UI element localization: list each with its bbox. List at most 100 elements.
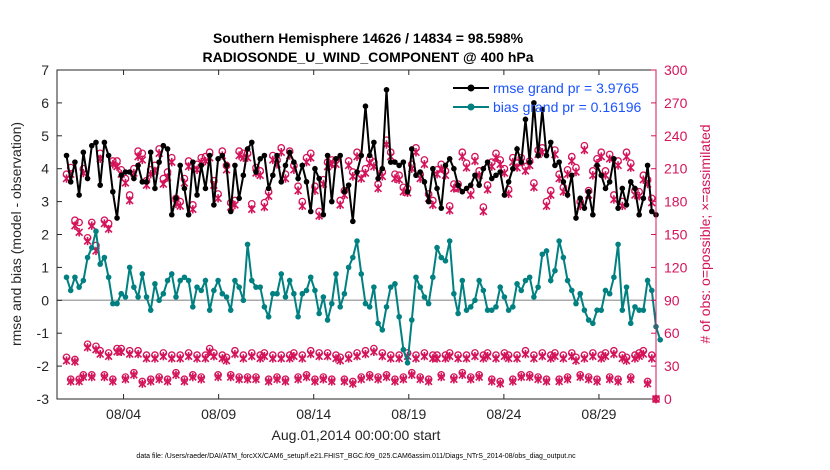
rmse-point — [67, 179, 74, 185]
rmse-point — [404, 188, 411, 195]
bias-point — [543, 248, 550, 254]
obs-assimilated-marker — [323, 352, 332, 361]
y-right-tick-label: 180 — [664, 194, 688, 210]
bias-point — [63, 274, 70, 281]
obs-assimilated-marker — [125, 196, 134, 205]
obs-assimilated-marker — [336, 200, 345, 210]
obs-assimilated-marker — [395, 354, 404, 363]
bias-point — [328, 300, 335, 307]
bias-point — [568, 287, 575, 294]
bias-point — [455, 310, 461, 317]
rmse-point — [131, 175, 137, 182]
obs-assimilated-marker — [643, 379, 652, 388]
bias-point — [232, 277, 238, 284]
obs-assimilated-marker — [176, 201, 185, 211]
bias-point — [286, 277, 293, 284]
bias-point — [581, 307, 588, 313]
obs-assimilated-marker — [449, 375, 458, 384]
bias-point — [467, 304, 474, 310]
rmse-point — [236, 195, 242, 202]
obs-assimilated-marker — [395, 175, 404, 184]
obs-assimilated-marker — [332, 354, 340, 363]
obs-assimilated-marker — [492, 153, 500, 162]
chart-title: Southern Hemisphere 14626 / 14834 = 98.5… — [213, 30, 524, 46]
bias-point — [97, 261, 103, 267]
rmse-point — [640, 195, 647, 202]
rmse-point — [240, 172, 247, 179]
legend-rmse-label: rmse grand pr = 3.9765 — [493, 80, 639, 96]
obs-assimilated-marker — [630, 354, 639, 363]
bias-point — [265, 313, 272, 320]
rmse-point — [438, 205, 445, 211]
bias-point — [67, 287, 74, 294]
obs-assimilated-marker — [66, 377, 75, 386]
bias-point — [84, 254, 91, 261]
obs-assimilated-marker — [298, 201, 307, 211]
obs-assimilated-marker — [546, 190, 555, 200]
obs-assimilated-marker — [365, 159, 374, 168]
obs-assimilated-marker — [306, 153, 315, 162]
y-right-tick-label: 270 — [664, 95, 688, 111]
obs-assimilated-marker — [386, 354, 395, 363]
obs-assimilated-marker — [214, 372, 223, 382]
bias-point — [143, 294, 150, 300]
bias-point — [299, 290, 306, 297]
rmse-point — [215, 156, 221, 162]
rmse-point — [345, 182, 352, 188]
obs-assimilated-marker — [407, 370, 416, 380]
obs-assimilated-marker — [462, 163, 471, 172]
rmse-point — [522, 116, 529, 123]
obs-assimilated-marker — [289, 352, 298, 361]
rmse-point — [198, 162, 205, 169]
rmse-point — [632, 185, 638, 192]
obs-assimilated-marker — [466, 190, 475, 200]
obs-assimilated-marker — [104, 352, 113, 361]
obs-assimilated-marker — [247, 205, 256, 214]
rmse-point — [547, 139, 554, 146]
y-tick-label: 2 — [41, 227, 49, 243]
bias-point — [177, 277, 183, 284]
bias-point — [476, 277, 482, 284]
obs-assimilated-marker — [517, 372, 526, 382]
rmse-point — [531, 100, 537, 106]
rmse-point — [636, 211, 642, 218]
obs-assimilated-marker — [277, 354, 286, 363]
obs-assimilated-marker — [121, 375, 130, 384]
bias-point — [552, 267, 558, 274]
rmse-point — [446, 156, 453, 162]
obs-assimilated-marker — [563, 375, 572, 384]
rmse-point — [417, 169, 424, 175]
bias-point — [105, 274, 112, 281]
bias-point — [375, 320, 381, 327]
bias-point — [135, 294, 141, 300]
rmse-point — [63, 152, 70, 159]
bias-point — [644, 277, 651, 284]
rmse-point — [152, 185, 158, 192]
rmse-point — [577, 195, 584, 202]
obs-assimilated-marker — [344, 161, 353, 170]
obs-assimilated-marker — [336, 356, 345, 365]
obs-assimilated-marker — [601, 352, 610, 361]
bias-point — [312, 287, 318, 294]
bias-point — [392, 281, 398, 287]
obs-assimilated-marker — [390, 377, 399, 386]
y-right-tick-label: 150 — [664, 227, 688, 243]
rmse-point — [387, 159, 394, 165]
obs-assimilated-marker — [163, 377, 172, 386]
obs-assimilated-marker — [622, 152, 631, 161]
obs-assimilated-marker — [188, 372, 197, 382]
bias-point — [206, 307, 213, 313]
rmse-point — [564, 192, 571, 198]
rmse-point — [97, 182, 103, 188]
bias-point — [484, 307, 491, 313]
rmse-point — [611, 156, 617, 162]
legend-bias-marker — [467, 103, 475, 111]
bias-point — [211, 287, 217, 294]
bias-point — [623, 284, 630, 290]
rmse-point — [568, 172, 575, 179]
obs-assimilated-marker — [260, 352, 269, 361]
obs-assimilated-marker — [319, 375, 328, 384]
rmse-point — [118, 172, 125, 179]
obs-assimilated-marker — [479, 354, 488, 363]
rmse-point — [392, 159, 398, 165]
